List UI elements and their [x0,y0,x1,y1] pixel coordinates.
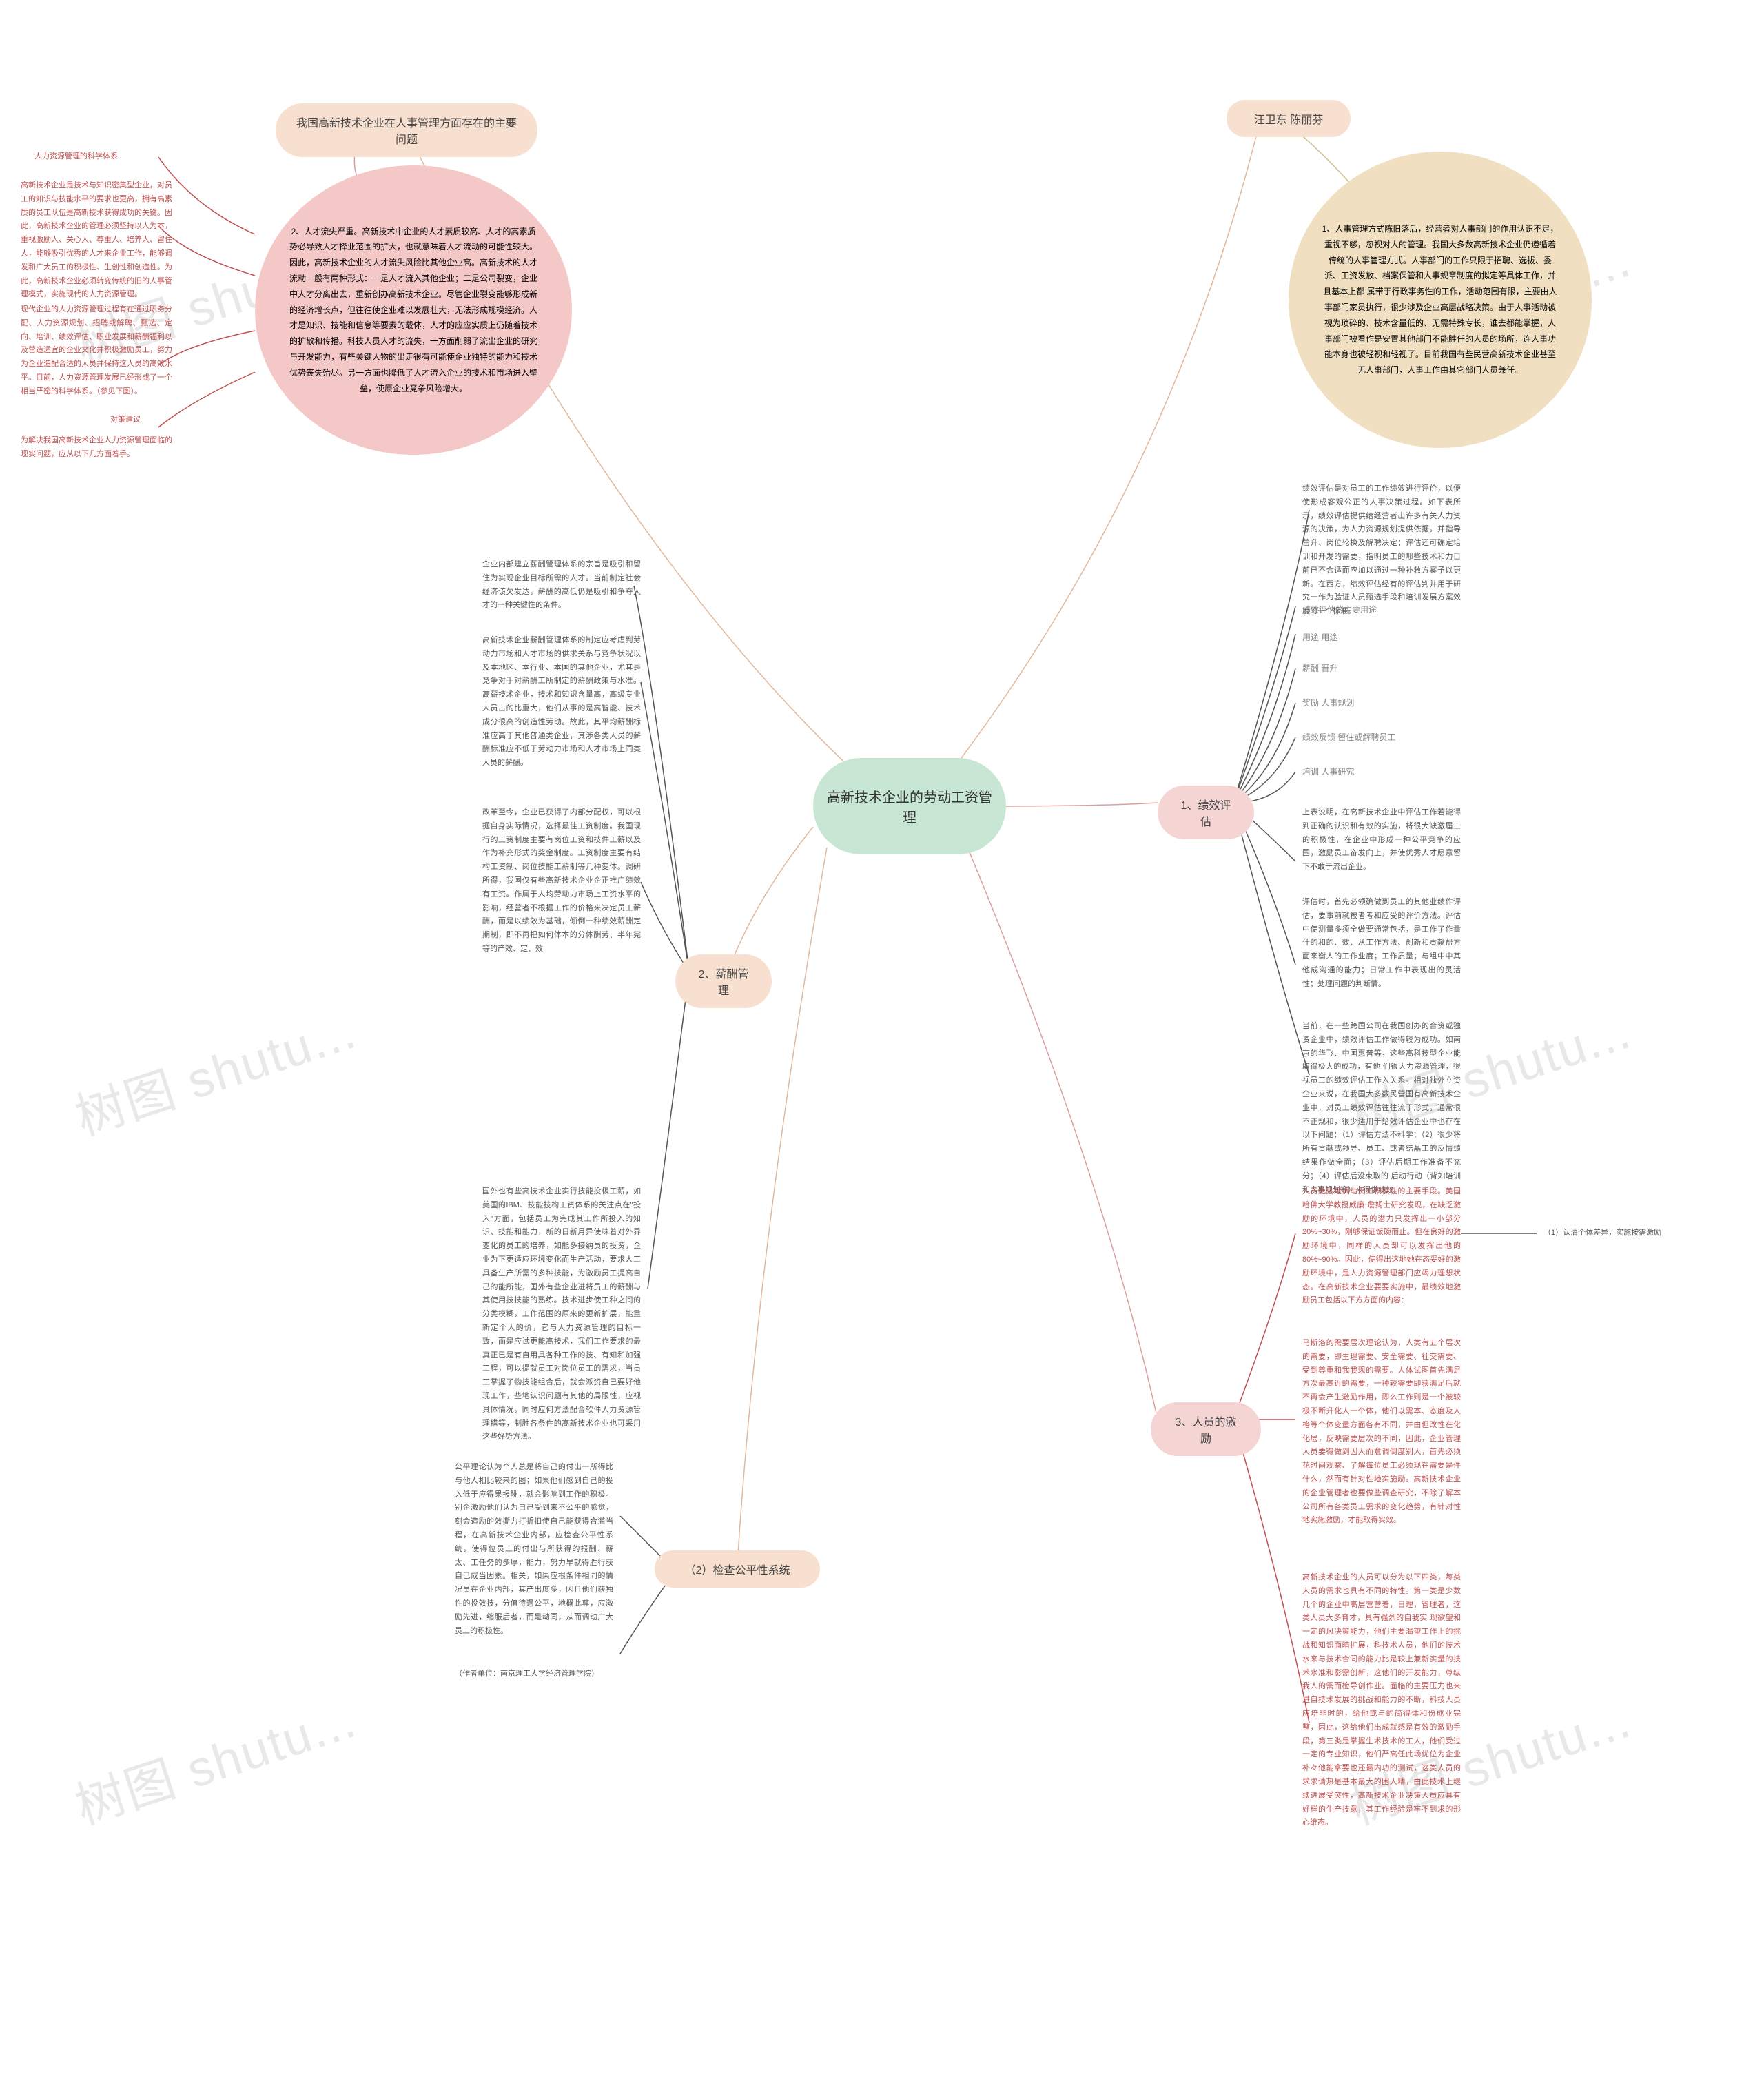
incentive-i1: 人员激励是调动员工积极性的主要手段。美国哈佛大学教授威廉·詹姆士研究发现，在缺乏… [1302,1185,1461,1308]
branch-left-1-label: 2、薪酬管理 [696,965,751,998]
branch-right-1-label: 1、绩效评估 [1178,796,1233,829]
center-title: 高新技术企业的劳动工资管理 [827,786,992,826]
branch-left-2: （2）检查公平性系统 [655,1550,820,1588]
salary-s3: 改革至今，企业已获得了内部分配权，可以根据自身实际情况，选择最佳工资制度。我国现… [482,806,641,956]
eval-h5: 绩效反馈 留住或解聘员工 [1302,730,1440,746]
salary-s1: 企业内部建立薪酬管理体系的宗旨是吸引和留住为实现企业目标所需的人才。当前制定社会… [482,558,641,613]
incentive-i1-label: （1）认清个体差异，实施按需激励 [1544,1227,1702,1240]
bubble-yellow: 1、人事管理方式陈旧落后，经营者对人事部门的作用认识不足，重视不够，忽视对人的管… [1289,152,1592,448]
fair-f2: （作者单位：南京理工大学经济管理学院） [455,1668,613,1681]
bubble-pink: 2、人才流失严重。高新技术中企业的人才素质较高、人才的高素质势必导致人才择业范围… [255,165,572,455]
eval-e1: 绩效评估是对员工的工作绩效进行评价，以便使形成客观公正的人事决策过程。如下表所示… [1302,482,1461,619]
red-t2: 对策建议 [110,413,165,427]
watermark: 树图 shutu... [65,1679,364,1838]
salary-s2: 高新技术企业薪酬管理体系的制定应考虑到劳动力市场和人才市场的供求关系与竞争状况以… [482,634,641,770]
red-p3: 为解决我国高新技术企业人力资源管理面临的现实问题，应从以下几方面着手。 [21,434,172,462]
eval-h4: 奖励 人事规划 [1302,696,1440,711]
branch-right-2: 3、人员的激励 [1151,1402,1261,1456]
center-node: 高新技术企业的劳动工资管理 [813,758,1006,854]
red-t1: 人力资源管理的科学体系 [34,150,158,164]
branch-top-right-label: 汪卫东 陈丽芬 [1254,110,1323,127]
eval-h3: 薪酬 晋升 [1302,662,1440,677]
branch-left-2-label: （2）检查公平性系统 [685,1561,790,1577]
eval-h6: 培训 人事研究 [1302,765,1440,780]
watermark: 树图 shutu... [65,990,364,1149]
eval-h2: 用途 用途 [1302,630,1440,646]
branch-top-right: 汪卫东 陈丽芬 [1227,100,1351,137]
salary-s4: 国外也有些高技术企业实行技能投极工薪，如美国的IBM、技能技构工资体系的关注点在… [482,1185,641,1444]
red-p1: 高新技术企业是技术与知识密集型企业，对员工的知识与技能水平的要求也更高，拥有高素… [21,179,172,302]
eval-h1: 绩效评估的主要用途 [1302,603,1440,618]
eval-s6: 评估时，首先必领确做到员工的其他业绩作评估，要事前就被者考和应受的评价方法。评估… [1302,896,1461,992]
incentive-i3: 高新技术企业的人员可以分为以下四类，每类人员的需求也具有不同的特性。第一类是少数… [1302,1571,1461,1830]
branch-left-1: 2、薪酬管理 [675,954,772,1008]
branch-right-1: 1、绩效评估 [1158,786,1254,839]
branch-top-left: 我国高新技术企业在人事管理方面存在的主要问题 [276,103,537,157]
eval-e2: 当前，在一些跨国公司在我国创办的合资或独资企业中，绩效评估工作做得较为成功。如南… [1302,1020,1461,1197]
red-p2: 现代企业的人力资源管理过程有在通过职务分配、人力资源规划、招聘或解聘、甄选、定向… [21,303,172,399]
incentive-i2: 马斯洛的需要层次理论认为，人类有五个层次的需要，即生理需要、安全需要、社交需要、… [1302,1337,1461,1528]
branch-right-2-label: 3、人员的激励 [1171,1413,1240,1446]
bubble-yellow-text: 1、人事管理方式陈旧落后，经营者对人事部门的作用认识不足，重视不够，忽视对人的管… [1322,221,1559,378]
eval-s5: 上表说明，在高新技术企业中评估工作若能得到正确的认识和有效的实施，将很大缺激届工… [1302,806,1461,874]
bubble-pink-text: 2、人才流失严重。高新技术中企业的人才素质较高、人才的高素质势必导致人才择业范围… [289,224,537,397]
fair-f1: 公平理论认为个人总是将自己的付出一所得比与他人相比较来的图；如果他们感到自己的投… [455,1461,613,1638]
branch-top-left-label: 我国高新技术企业在人事管理方面存在的主要问题 [296,114,517,147]
